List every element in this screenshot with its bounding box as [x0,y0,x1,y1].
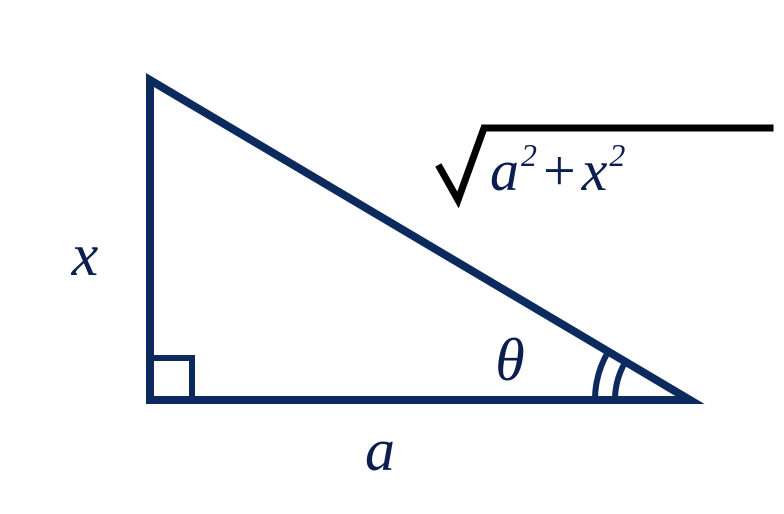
hyp-plus: + [543,138,576,203]
label-hypotenuse: a2+x2 [440,128,770,203]
label-opposite-x: x [71,222,99,288]
angle-theta-arc-outer [595,352,608,400]
hypotenuse-expression: a2+x2 [490,138,625,203]
triangle-diagram: x a θ a2+x2 [0,0,784,514]
hyp-a: a [490,138,519,203]
label-angle-theta: θ [495,327,524,393]
hyp-a-exp: 2 [521,138,537,173]
hyp-x-exp: 2 [609,138,625,173]
label-adjacent-a: a [365,417,395,483]
angle-theta-arc-inner [615,362,625,400]
hyp-x: x [581,138,608,203]
right-angle-marker [150,358,192,400]
